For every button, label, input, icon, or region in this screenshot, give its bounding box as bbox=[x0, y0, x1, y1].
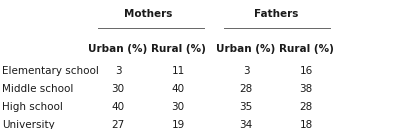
Text: 28: 28 bbox=[299, 102, 313, 112]
Text: 18: 18 bbox=[299, 120, 313, 129]
Text: Urban (%): Urban (%) bbox=[88, 44, 148, 54]
Text: Rural (%): Rural (%) bbox=[150, 44, 206, 54]
Text: 38: 38 bbox=[299, 84, 313, 94]
Text: 28: 28 bbox=[239, 84, 253, 94]
Text: 3: 3 bbox=[115, 66, 121, 76]
Text: 27: 27 bbox=[111, 120, 125, 129]
Text: 34: 34 bbox=[239, 120, 253, 129]
Text: 30: 30 bbox=[172, 102, 184, 112]
Text: Rural (%): Rural (%) bbox=[278, 44, 334, 54]
Text: 16: 16 bbox=[299, 66, 313, 76]
Text: 40: 40 bbox=[172, 84, 184, 94]
Text: Middle school: Middle school bbox=[2, 84, 73, 94]
Text: University: University bbox=[2, 120, 55, 129]
Text: Urban (%): Urban (%) bbox=[216, 44, 276, 54]
Text: High school: High school bbox=[2, 102, 63, 112]
Text: 19: 19 bbox=[171, 120, 185, 129]
Text: 30: 30 bbox=[112, 84, 124, 94]
Text: Fathers: Fathers bbox=[254, 9, 298, 19]
Text: 11: 11 bbox=[171, 66, 185, 76]
Text: 35: 35 bbox=[239, 102, 253, 112]
Text: Mothers: Mothers bbox=[124, 9, 172, 19]
Text: 40: 40 bbox=[112, 102, 124, 112]
Text: Elementary school: Elementary school bbox=[2, 66, 99, 76]
Text: 3: 3 bbox=[243, 66, 249, 76]
